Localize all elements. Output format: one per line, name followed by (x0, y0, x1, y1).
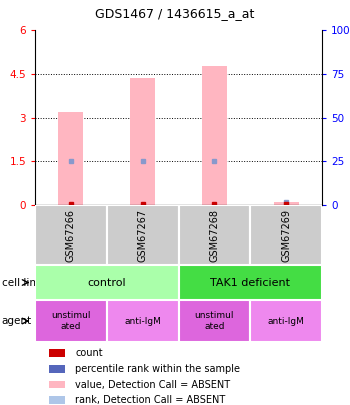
Bar (250, 205, 322, 265)
Text: agent: agent (2, 316, 32, 326)
Text: anti-IgM: anti-IgM (124, 316, 161, 326)
Bar (35, 205, 107, 265)
Bar (49, 349, 65, 357)
Text: cell line: cell line (2, 277, 42, 288)
Bar (178, 265, 322, 300)
Bar (58, 112, 83, 205)
Bar (49, 396, 65, 404)
Text: unstimul
ated: unstimul ated (51, 311, 91, 331)
Bar (178, 205, 250, 265)
Bar (35, 265, 178, 300)
Bar (250, 300, 322, 342)
Text: GSM67266: GSM67266 (66, 209, 76, 262)
Text: TAK1 deficient: TAK1 deficient (210, 277, 290, 288)
Text: GSM67267: GSM67267 (138, 209, 148, 262)
Text: value, Detection Call = ABSENT: value, Detection Call = ABSENT (75, 379, 230, 390)
Text: unstimul
ated: unstimul ated (195, 311, 234, 331)
Text: anti-IgM: anti-IgM (268, 316, 304, 326)
Text: count: count (75, 348, 103, 358)
Bar (35, 300, 107, 342)
Bar (178, 300, 250, 342)
Bar (107, 205, 178, 265)
Text: GDS1467 / 1436615_a_at: GDS1467 / 1436615_a_at (95, 8, 255, 21)
Text: percentile rank within the sample: percentile rank within the sample (75, 364, 240, 374)
Bar (49, 381, 65, 388)
Bar (107, 300, 178, 342)
Text: GSM67269: GSM67269 (281, 209, 291, 262)
Text: rank, Detection Call = ABSENT: rank, Detection Call = ABSENT (75, 395, 225, 405)
Bar (202, 66, 227, 205)
Text: control: control (88, 277, 126, 288)
Bar (130, 78, 155, 205)
Text: GSM67268: GSM67268 (209, 209, 219, 262)
Bar (274, 202, 299, 205)
Bar (49, 365, 65, 373)
